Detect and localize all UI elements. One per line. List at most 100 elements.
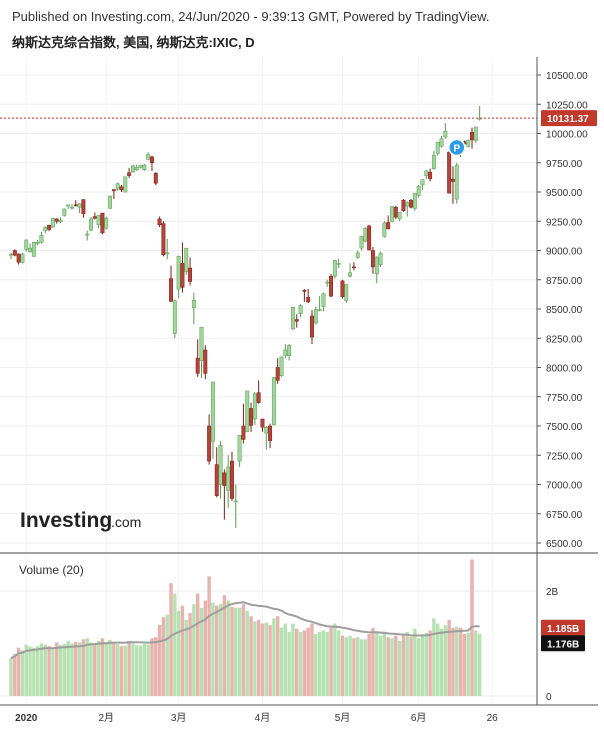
last-volume-tag-text: 1.185B	[547, 624, 579, 635]
volume-bar	[253, 621, 257, 696]
candle-body	[127, 172, 132, 176]
candle-body	[20, 253, 25, 263]
volume-bar	[199, 607, 204, 696]
event-marker[interactable]: P	[448, 138, 466, 157]
volume-bar	[13, 654, 17, 696]
volume-bar	[298, 631, 303, 696]
candle-body	[367, 225, 372, 251]
candle-body	[359, 236, 364, 249]
logo-main-text: Investing	[20, 509, 112, 532]
volume-bar	[249, 616, 253, 696]
volume-bar	[28, 646, 32, 696]
candle-body	[70, 206, 74, 209]
volume-bar	[66, 640, 70, 696]
candle-body	[73, 204, 78, 207]
symbol-title: 纳斯达克综合指数, 美国, 纳斯达克:IXIC, D	[12, 35, 255, 50]
candle-body	[363, 228, 368, 242]
volume-bar	[272, 618, 276, 696]
volume-bar	[352, 638, 356, 696]
volume-bar	[112, 641, 116, 696]
volume-bar	[256, 619, 261, 696]
volume-bar	[104, 643, 108, 696]
candle-body	[302, 290, 307, 292]
candle-body	[230, 460, 234, 499]
candle-body	[355, 252, 360, 258]
volume-ma-tag-bg	[541, 635, 585, 652]
candle-body	[271, 377, 276, 426]
volume-bar	[466, 633, 470, 696]
candle-body	[77, 203, 82, 208]
volume-bar	[451, 627, 455, 696]
candle-body	[218, 445, 223, 485]
time-ticks: 2020 2月 3月 4月 5月 6月 26	[15, 712, 498, 724]
volume-bar	[397, 640, 402, 696]
volume-bar	[89, 642, 93, 696]
price-tick-label: 7250.00	[546, 451, 583, 462]
volume-bar	[138, 645, 143, 696]
candle-body	[100, 212, 105, 234]
volume-bar	[279, 627, 284, 696]
candle-body	[111, 189, 116, 192]
price-grid	[0, 57, 537, 705]
volume-bar	[344, 637, 348, 696]
volume-ticks: 2B 0	[546, 587, 559, 703]
candle-body	[374, 256, 379, 275]
volume-bar	[314, 634, 318, 696]
volume-bar	[173, 593, 177, 696]
volume-bar	[16, 647, 21, 696]
volume-bar	[234, 607, 238, 696]
candle-body	[81, 199, 86, 214]
volume-bar	[93, 643, 97, 696]
volume-bar	[356, 637, 360, 696]
volume-bar	[119, 646, 124, 696]
candle-body	[397, 212, 402, 220]
volume-bar	[462, 634, 467, 696]
candle-body	[321, 293, 326, 307]
volume-bar	[245, 610, 249, 696]
volume-bar	[9, 658, 13, 696]
volume-bar	[283, 623, 288, 696]
volume-bar	[32, 647, 36, 696]
marker-circle	[448, 138, 466, 157]
candle-body	[35, 242, 40, 244]
candle-body	[252, 393, 257, 420]
candle-body	[92, 216, 97, 219]
candle-body	[351, 266, 356, 269]
candle-body	[249, 408, 253, 426]
candle-body	[180, 263, 185, 288]
price-tick-label: 9000.00	[546, 247, 583, 258]
candle-body	[214, 464, 219, 496]
volume-bar	[230, 606, 234, 696]
volume-bar	[348, 635, 352, 696]
volume-bar	[439, 628, 444, 696]
volume-bar	[401, 634, 406, 696]
candle-body	[336, 263, 341, 265]
volume-bar	[424, 633, 428, 696]
candle-body	[447, 151, 452, 194]
candle-body	[348, 272, 353, 277]
volume-bar	[62, 644, 67, 696]
price-tick-label: 7500.00	[546, 422, 583, 433]
candle-body	[104, 218, 109, 229]
candle-body	[50, 218, 55, 228]
price-tick-label: 7750.00	[546, 393, 583, 404]
candle-body	[142, 164, 147, 171]
candle-body	[62, 208, 67, 216]
candle-body	[66, 204, 71, 207]
volume-bar	[287, 631, 291, 696]
volume-bar	[35, 646, 40, 696]
volume-bar	[215, 605, 219, 696]
volume-bar	[184, 619, 188, 696]
volume-bar	[306, 627, 310, 696]
volume-bar	[100, 638, 105, 696]
candle-body	[89, 218, 93, 231]
candle-body	[428, 171, 433, 179]
volume-bar	[96, 640, 101, 696]
candle-body	[435, 142, 440, 154]
volume-bar	[241, 604, 246, 696]
candle-body	[313, 309, 318, 324]
candle-body	[245, 390, 250, 433]
candle-body	[210, 381, 215, 442]
candle-body	[431, 154, 436, 169]
